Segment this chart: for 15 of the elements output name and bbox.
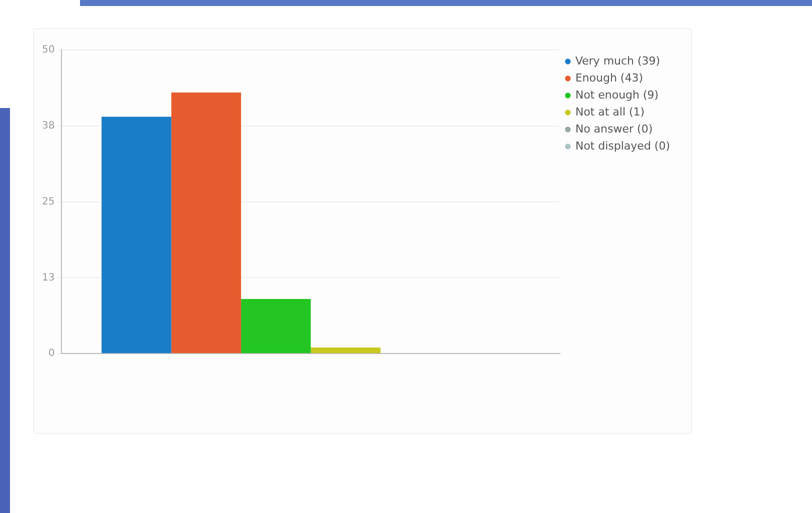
legend-label: Very much (39) <box>575 54 660 68</box>
legend-label: Not at all (1) <box>575 105 645 118</box>
y-tick-label: 38 <box>42 120 55 132</box>
legend-label: Not displayed (0) <box>575 139 670 152</box>
y-tick-label: 0 <box>48 348 55 360</box>
legend-label: Not enough (9) <box>575 88 659 102</box>
legend-label: No answer (0) <box>575 122 653 136</box>
bar <box>310 348 381 354</box>
legend-label: Enough (43) <box>575 71 643 84</box>
bar <box>241 298 311 354</box>
bar <box>171 92 242 354</box>
y-tick-label: 13 <box>42 272 55 284</box>
y-tick-label: 25 <box>42 196 55 208</box>
y-tick-label: 50 <box>42 44 55 56</box>
bar <box>102 116 172 354</box>
